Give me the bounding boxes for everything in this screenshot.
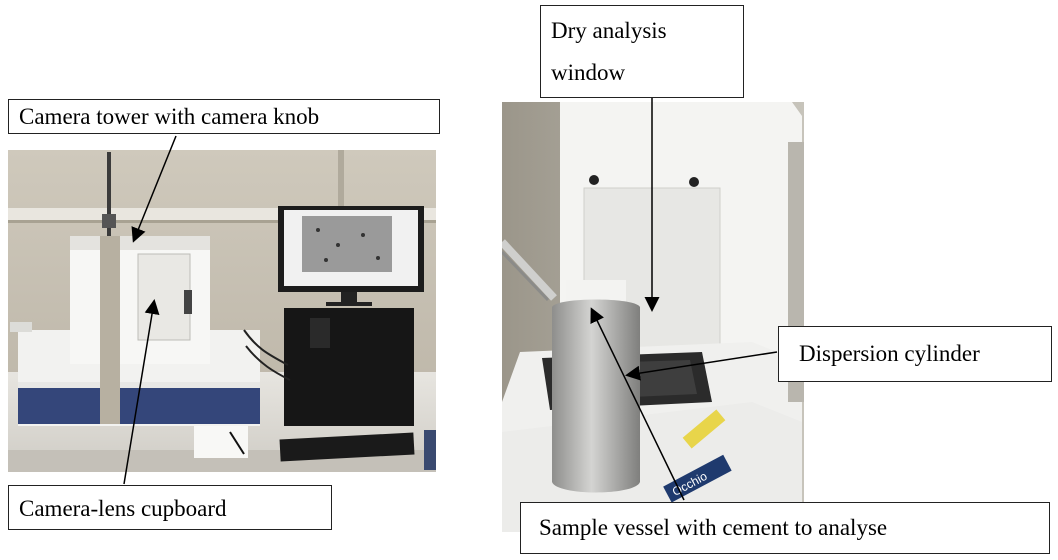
label-camera-tower: Camera tower with camera knob [8, 99, 440, 134]
label-sample-vessel: Sample vessel with cement to analyse [520, 502, 1050, 554]
label-dry-analysis-window: Dry analysis window [540, 5, 744, 98]
label-dry-analysis-window-line2: window [551, 60, 626, 85]
instrument-photo-left-drawing [8, 150, 436, 472]
label-camera-lens-cupboard: Camera-lens cupboard [8, 485, 332, 530]
label-dispersion-cylinder: Dispersion cylinder [778, 326, 1052, 382]
instrument-photo-right: Occhio [502, 102, 804, 532]
instrument-photo-right-drawing: Occhio [502, 102, 804, 532]
label-dry-analysis-window-line1: Dry analysis [551, 18, 667, 43]
instrument-photo-left [8, 150, 436, 472]
